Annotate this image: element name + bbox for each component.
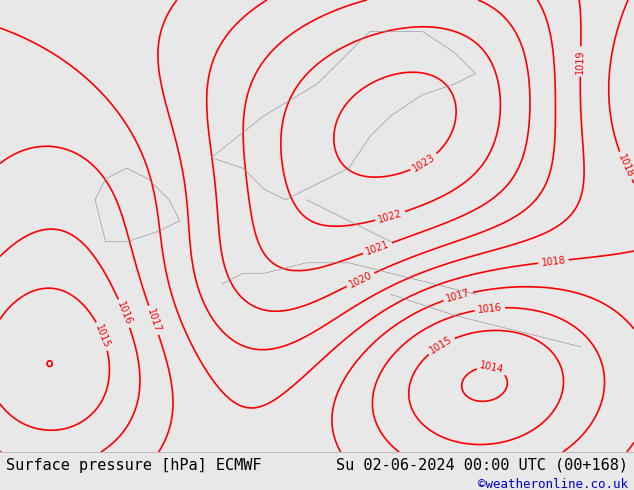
Text: 1015: 1015 — [94, 323, 112, 349]
Text: 1017: 1017 — [445, 288, 471, 304]
Text: 1016: 1016 — [477, 302, 503, 315]
Text: 1016: 1016 — [115, 300, 134, 327]
Text: ©weatheronline.co.uk: ©weatheronline.co.uk — [477, 478, 628, 490]
Text: Surface pressure [hPa] ECMWF: Surface pressure [hPa] ECMWF — [6, 458, 262, 473]
Text: 1019: 1019 — [575, 49, 586, 74]
Text: 1018: 1018 — [541, 255, 566, 268]
Text: 1021: 1021 — [364, 239, 391, 257]
Text: 1014: 1014 — [479, 361, 505, 375]
Text: 1022: 1022 — [377, 208, 403, 224]
Text: 1020: 1020 — [347, 270, 373, 290]
Text: 1017: 1017 — [145, 307, 162, 334]
Text: Su 02-06-2024 00:00 UTC (00+168): Su 02-06-2024 00:00 UTC (00+168) — [335, 458, 628, 473]
Text: 1023: 1023 — [411, 152, 437, 173]
Text: 1018: 1018 — [616, 152, 634, 179]
Text: 1015: 1015 — [428, 335, 454, 356]
